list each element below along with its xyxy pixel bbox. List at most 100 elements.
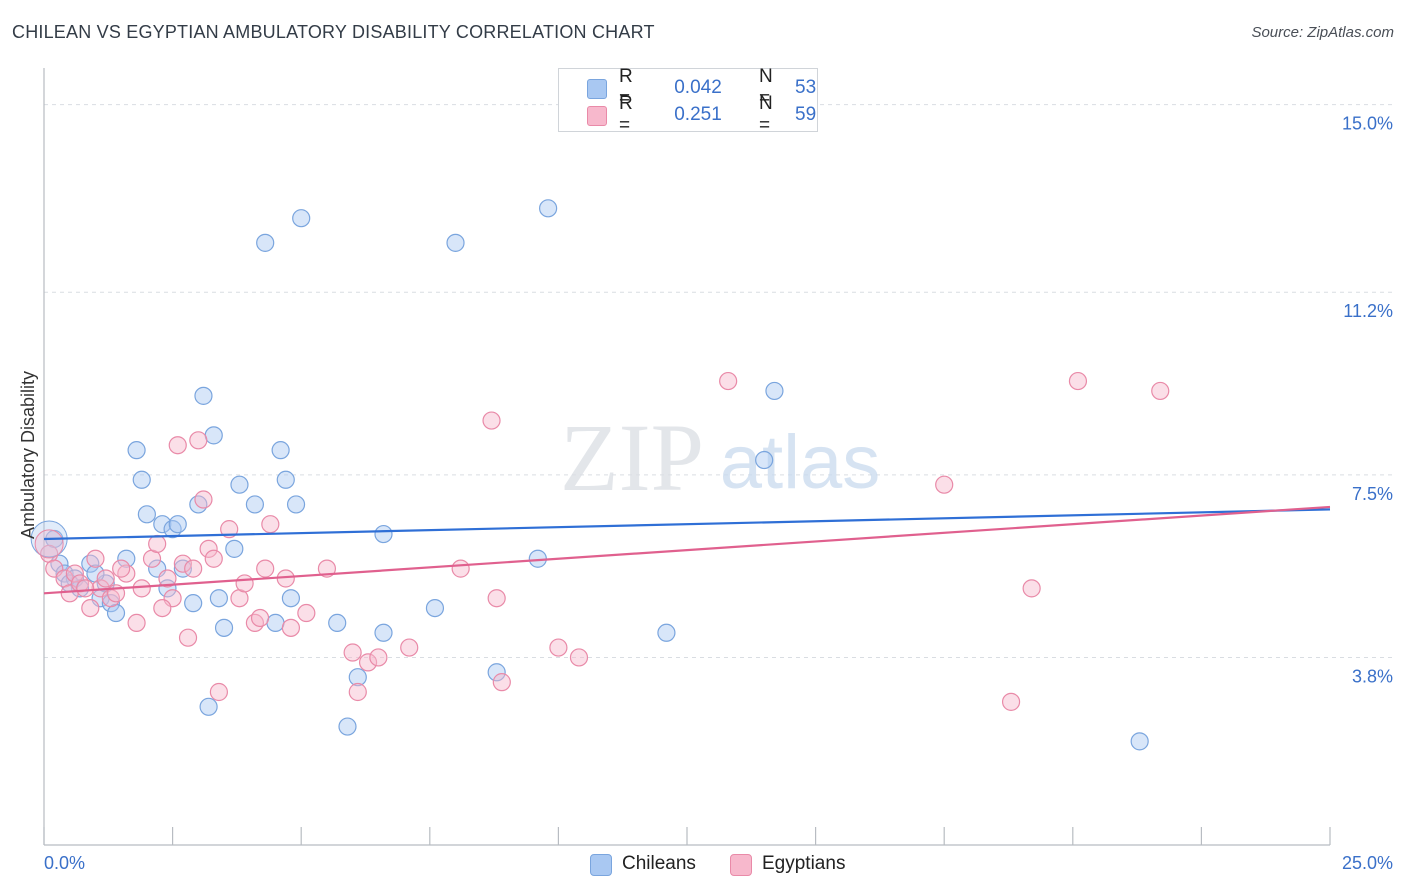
chileans-point-5: [81, 554, 100, 573]
egyptians-point-55: [1151, 381, 1170, 401]
egyptians-point-45: [482, 411, 501, 430]
chileans-point-29: [256, 233, 275, 252]
chart-title: CHILEAN VS EGYPTIAN AMBULATORY DISABILIT…: [12, 22, 655, 42]
egyptians-point-17: [158, 569, 177, 588]
chileans-point-21: [194, 386, 213, 405]
egyptians-point-16: [148, 534, 167, 554]
x-tick-label-1: 25.0%: [1342, 853, 1393, 873]
chileans-point-36: [328, 613, 347, 633]
chileans-point-23: [204, 426, 223, 445]
r-label: R =: [619, 93, 633, 136]
chileans-point-28: [245, 495, 265, 514]
chileans-point-2: [55, 564, 74, 583]
chileans-point-39: [374, 623, 393, 642]
chileans-point-19: [173, 559, 192, 578]
egyptians-point-30: [235, 574, 254, 593]
chileans-point-12: [132, 470, 151, 489]
chileans-point-31: [271, 441, 290, 460]
egyptians-point-38: [317, 559, 337, 578]
egyptians-point-50: [719, 371, 738, 391]
egyptians-point-28: [220, 520, 239, 539]
n-label: N =: [759, 66, 773, 109]
egyptians-point-57: [112, 559, 131, 578]
trend-lines: [43, 505, 1331, 595]
egyptians-point-37: [297, 603, 316, 623]
egyptians-point-25: [199, 539, 218, 558]
chileans-point-15: [153, 515, 172, 534]
egyptians-point-13: [127, 613, 146, 633]
chileans-point-24: [209, 589, 228, 608]
egyptians-point-14: [132, 579, 151, 598]
egyptians-point-36: [281, 618, 301, 637]
egyptians-point-12: [117, 564, 136, 583]
egyptians-point-22: [184, 559, 203, 578]
data-points: [30, 199, 1170, 751]
chileans-point-17: [163, 520, 182, 539]
axes: [43, 68, 1331, 846]
egyptians-point-42: [369, 648, 388, 667]
egyptians-point-31: [245, 613, 265, 633]
chileans-point-25: [214, 618, 234, 637]
egyptians-point-47: [492, 673, 511, 692]
egyptians-point-46: [487, 589, 506, 608]
egyptians-point-52: [1001, 692, 1021, 711]
watermark: ZIP atlas: [560, 404, 880, 511]
chileans-point-18: [168, 515, 187, 534]
egyptians-point-41: [358, 653, 378, 672]
egyptians-point-7: [86, 549, 105, 568]
egyptians-point-48: [549, 638, 568, 657]
chileans-point-35: [292, 209, 311, 228]
egyptians-point-33: [256, 559, 275, 578]
egyptians-point-53: [1022, 579, 1041, 598]
egyptians-point-27: [209, 682, 228, 702]
chileans-point-41: [425, 598, 445, 618]
chileans-point-33: [281, 589, 301, 608]
y-tick-label-2: 7.5%: [1352, 484, 1393, 504]
chileans-point-8: [101, 594, 120, 613]
chileans-point-20: [189, 495, 208, 514]
chileans-point-11: [127, 441, 146, 460]
egyptians-point-39: [343, 643, 362, 662]
chileans-point-48: [765, 381, 784, 401]
egyptians-swatch: [587, 106, 607, 126]
chileans-point-43: [487, 663, 506, 682]
egyptians-point-24: [194, 490, 213, 509]
egyptians-legend-swatch: [730, 854, 752, 876]
watermark-atlas: atlas: [720, 420, 881, 505]
egyptians-point-19: [168, 436, 187, 455]
r-label: R =: [619, 66, 633, 109]
chileans-point-26: [225, 539, 244, 558]
watermark-zip: ZIP: [560, 404, 704, 511]
r-value: 0.042: [674, 77, 722, 98]
chileans-point-38: [348, 668, 367, 687]
egyptians-trend-line: [43, 505, 1331, 595]
n-label: N =: [759, 93, 773, 136]
chileans-swatch: [587, 79, 607, 99]
egyptians-point-43: [400, 638, 419, 657]
egyptians-point-58: [153, 598, 172, 618]
egyptians-cluster-point: [34, 529, 64, 559]
egyptians-point-54: [1068, 371, 1088, 391]
chileans-point-10: [117, 549, 136, 568]
y-tick-label-1: 11.2%: [1343, 301, 1393, 321]
source-label: Source: ZipAtlas.com: [1251, 24, 1394, 41]
chileans-point-42: [446, 233, 465, 252]
egyptians-point-21: [178, 628, 198, 647]
egyptians-point-40: [348, 682, 367, 702]
y-axis-label: Ambulatory Disability: [18, 371, 38, 539]
x-tick-label-0: 0.0%: [44, 853, 85, 873]
y-tick-label-0: 15.0%: [1342, 114, 1393, 134]
n-value: 59: [795, 104, 817, 125]
chileans-point-27: [230, 475, 249, 494]
chileans-point-40: [374, 524, 393, 544]
chileans-point-47: [755, 450, 774, 470]
egyptians-point-51: [935, 475, 954, 494]
egyptians-point-4: [65, 564, 84, 583]
egyptians-point-20: [173, 554, 192, 573]
chileans-point-52: [184, 594, 203, 613]
egyptians-point-44: [451, 559, 470, 578]
chileans-point-22: [199, 697, 218, 716]
chileans-point-45: [539, 199, 558, 218]
egyptians-point-9: [96, 569, 115, 588]
